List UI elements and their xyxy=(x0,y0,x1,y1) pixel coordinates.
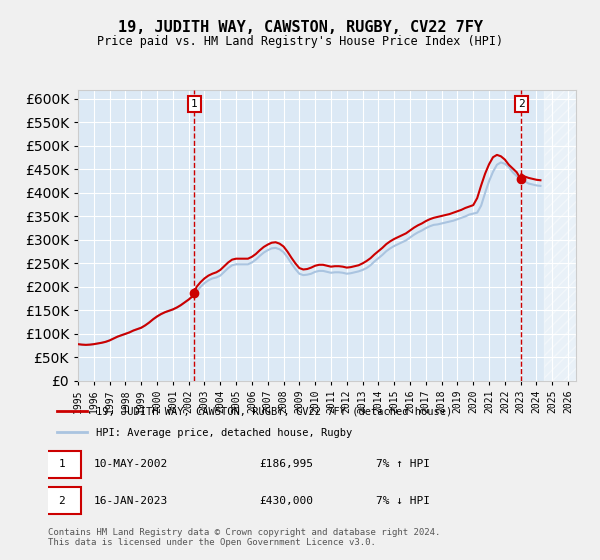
Text: 2: 2 xyxy=(518,99,524,109)
Text: 16-JAN-2023: 16-JAN-2023 xyxy=(94,496,167,506)
FancyBboxPatch shape xyxy=(43,487,81,514)
Text: 19, JUDITH WAY, CAWSTON, RUGBY, CV22 7FY (detached house): 19, JUDITH WAY, CAWSTON, RUGBY, CV22 7FY… xyxy=(95,407,452,417)
Text: 10-MAY-2002: 10-MAY-2002 xyxy=(94,459,167,469)
Text: 1: 1 xyxy=(58,459,65,469)
Text: 1: 1 xyxy=(191,99,198,109)
Text: Price paid vs. HM Land Registry's House Price Index (HPI): Price paid vs. HM Land Registry's House … xyxy=(97,35,503,48)
Text: £186,995: £186,995 xyxy=(260,459,314,469)
Text: Contains HM Land Registry data © Crown copyright and database right 2024.
This d: Contains HM Land Registry data © Crown c… xyxy=(48,528,440,547)
Text: HPI: Average price, detached house, Rugby: HPI: Average price, detached house, Rugb… xyxy=(95,428,352,438)
FancyBboxPatch shape xyxy=(43,451,81,478)
Text: 19, JUDITH WAY, CAWSTON, RUGBY, CV22 7FY: 19, JUDITH WAY, CAWSTON, RUGBY, CV22 7FY xyxy=(118,20,482,35)
Bar xyxy=(544,90,576,381)
Text: 2: 2 xyxy=(58,496,65,506)
Text: 7% ↑ HPI: 7% ↑ HPI xyxy=(376,459,430,469)
Text: £430,000: £430,000 xyxy=(260,496,314,506)
Text: 7% ↓ HPI: 7% ↓ HPI xyxy=(376,496,430,506)
